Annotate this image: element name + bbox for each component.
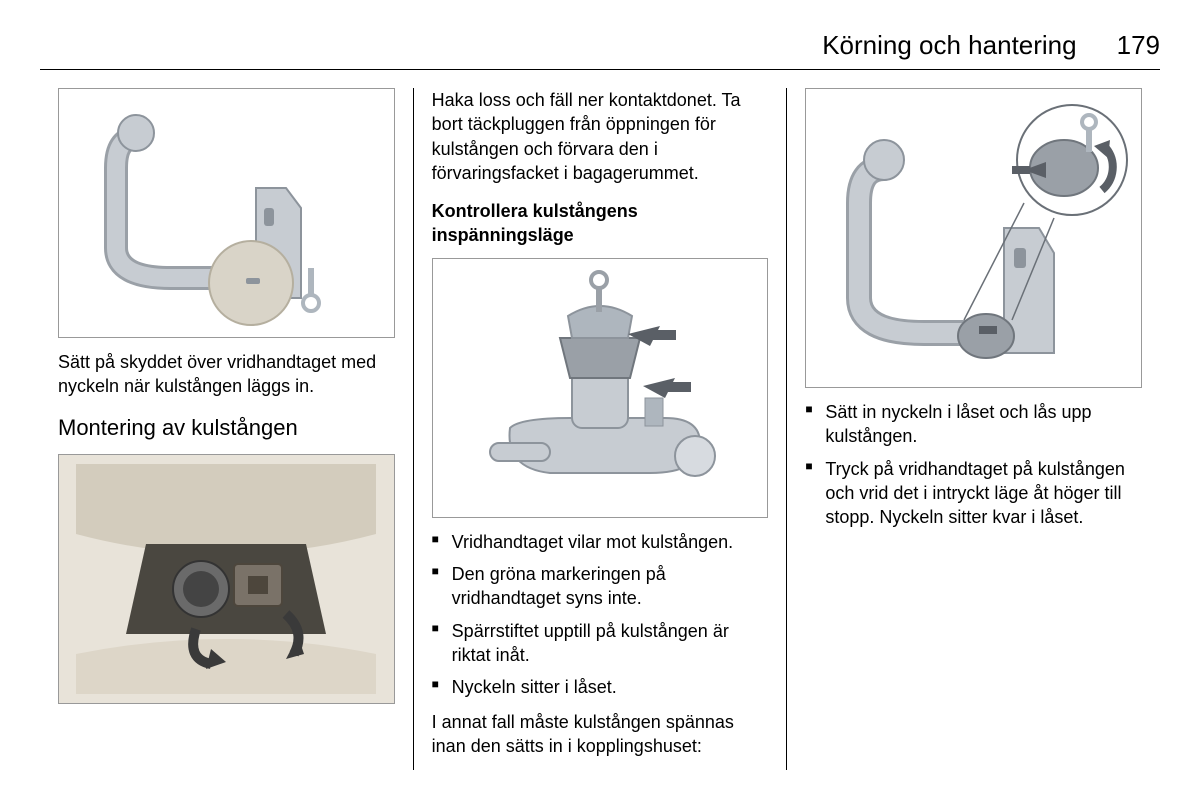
col2-paragraph-1: Haka loss och fäll ner kontaktdonet. Ta … — [432, 88, 769, 185]
manual-page: Körning och hantering 179 — [0, 0, 1200, 802]
figure-towbar-cover — [58, 88, 395, 338]
figure-towbar-key-inset — [805, 88, 1142, 388]
towbar-cover-icon — [76, 98, 376, 328]
list-item: Spärrstiftet upptill på kulstången är ri… — [432, 619, 769, 668]
coupling-socket-icon — [76, 464, 376, 694]
list-item: Sätt in nyckeln i låset och lås upp kuls… — [805, 400, 1142, 449]
page-header: Körning och hantering 179 — [40, 30, 1160, 70]
col3-bullet-list: Sätt in nyckeln i låset och lås upp kuls… — [805, 400, 1142, 529]
col2-bullet-list: Vridhandtaget vilar mot kulstången. Den … — [432, 530, 769, 700]
figure-coupling-socket — [58, 454, 395, 704]
col2-bold-heading: Kontrollera kulstångens inspänningsläge — [432, 199, 769, 248]
col2-paragraph-2: I annat fall måste kulstången spännas in… — [432, 710, 769, 759]
list-item: Nyckeln sitter i låset. — [432, 675, 769, 699]
col1-subheading: Montering av kulstången — [58, 413, 395, 443]
section-title: Körning och hantering — [822, 30, 1076, 61]
page-number: 179 — [1117, 30, 1160, 61]
list-item: Vridhandtaget vilar mot kulstången. — [432, 530, 769, 554]
list-item: Den gröna markeringen på vridhandtaget s… — [432, 562, 769, 611]
column-2: Haka loss och fäll ner kontaktdonet. Ta … — [413, 88, 787, 770]
towbar-key-inset-icon — [814, 98, 1134, 378]
figure-coupling-head — [432, 258, 769, 518]
column-3: Sätt in nyckeln i låset och lås upp kuls… — [786, 88, 1160, 770]
list-item: Tryck på vridhandtaget på kulstången och… — [805, 457, 1142, 530]
content-columns: Sätt på skyddet över vridhandtaget med n… — [40, 88, 1160, 770]
col1-paragraph-1: Sätt på skyddet över vridhandtaget med n… — [58, 350, 395, 399]
coupling-head-icon — [450, 268, 750, 508]
column-1: Sätt på skyddet över vridhandtaget med n… — [40, 88, 413, 770]
